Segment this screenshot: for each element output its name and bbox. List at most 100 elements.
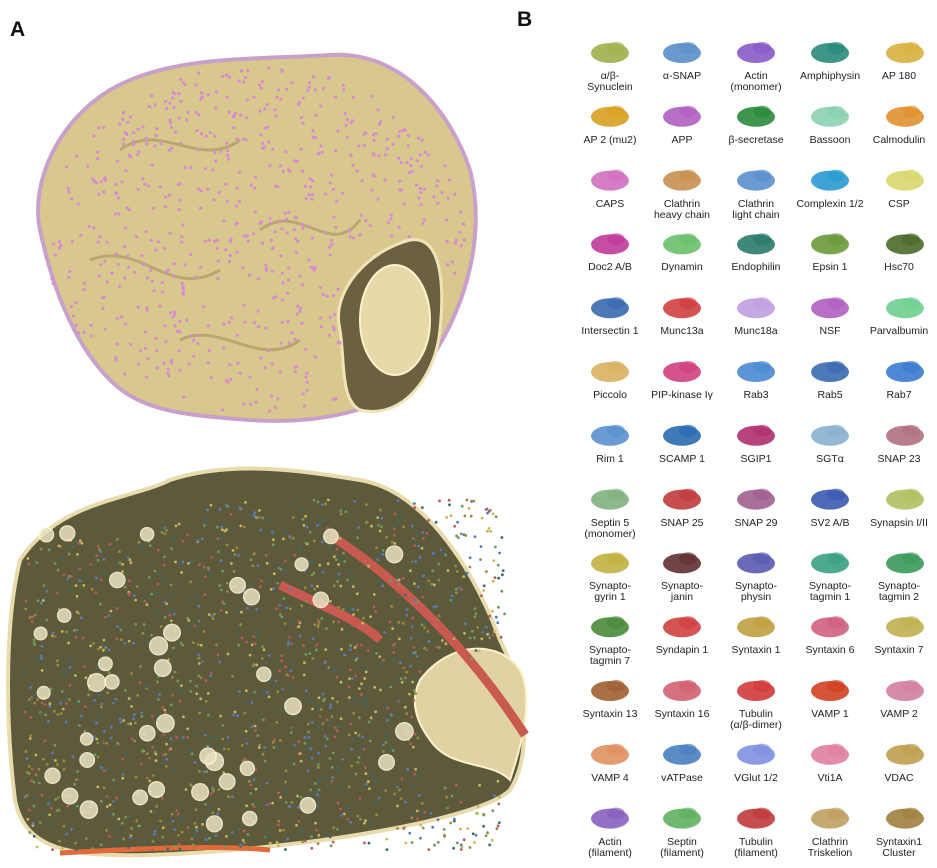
- cytosol-protein: [96, 755, 100, 759]
- surface-protein: [144, 375, 148, 379]
- vesicle: [86, 672, 107, 693]
- protein-label: Vti1A: [817, 771, 843, 784]
- surface-protein: [224, 379, 228, 383]
- cytosol-protein: [317, 696, 321, 700]
- surface-protein: [179, 141, 183, 145]
- cytosol-protein: [330, 779, 334, 783]
- surface-protein: [308, 177, 312, 181]
- cytosol-protein: [148, 779, 152, 783]
- cytosol-protein: [197, 674, 201, 678]
- cytosol-protein: [268, 802, 272, 806]
- surface-protein: [254, 400, 258, 404]
- cytosol-protein: [272, 572, 276, 576]
- cytosol-protein: [169, 608, 173, 612]
- surface-protein: [453, 192, 457, 196]
- cytosol-protein: [334, 558, 338, 562]
- cytosol-protein: [121, 773, 125, 776]
- cytosol-protein: [229, 554, 233, 557]
- cytosol-protein: [165, 529, 168, 532]
- cytosol-protein: [411, 616, 414, 620]
- cytosol-protein: [278, 604, 282, 607]
- cytosol-protein: [411, 814, 415, 817]
- surface-protein: [319, 144, 323, 148]
- cytosol-protein: [249, 558, 253, 561]
- cytosol-protein: [267, 695, 271, 699]
- protein-structure: [607, 616, 625, 629]
- cytosol-protein: [379, 553, 383, 556]
- cytosol-protein: [77, 611, 80, 615]
- protein-structure: [827, 169, 845, 182]
- cytosol-protein: [58, 839, 61, 843]
- surface-protein: [212, 198, 216, 202]
- surface-protein: [280, 227, 284, 231]
- surface-protein: [304, 375, 308, 379]
- protein-structure: [679, 680, 697, 692]
- cytosol-protein: [391, 749, 395, 752]
- cytosol-protein: [474, 612, 478, 616]
- cytosol-protein: [262, 694, 266, 698]
- vesicle: [97, 656, 113, 672]
- cytosol-protein: [169, 619, 173, 623]
- cytosol-protein: [62, 768, 66, 771]
- cytosol-protein: [100, 799, 103, 803]
- surface-protein: [144, 230, 148, 234]
- cytosol-protein: [27, 562, 31, 566]
- surface-protein: [273, 108, 277, 112]
- cytosol-protein: [163, 615, 167, 619]
- cytosol-protein: [96, 558, 100, 562]
- surface-protein: [114, 252, 118, 256]
- cytosol-protein: [62, 670, 65, 674]
- cytosol-protein: [61, 707, 65, 711]
- surface-protein: [164, 195, 168, 199]
- cytosol-protein: [360, 693, 363, 697]
- surface-protein: [149, 238, 153, 242]
- surface-protein: [180, 281, 184, 285]
- surface-protein: [164, 270, 169, 274]
- cytosol-protein: [150, 633, 153, 637]
- cytosol-protein: [410, 816, 414, 820]
- cytosol-protein: [40, 793, 44, 797]
- cytosol-protein: [381, 662, 385, 666]
- cytosol-protein: [348, 677, 351, 680]
- cytosol-protein: [432, 605, 436, 609]
- cytosol-protein: [403, 705, 407, 709]
- cytosol-protein: [397, 620, 401, 624]
- cytosol-protein: [337, 766, 340, 769]
- surface-protein: [228, 363, 232, 367]
- cytosol-protein: [359, 817, 362, 821]
- cytosol-protein: [78, 539, 82, 543]
- surface-protein: [351, 95, 355, 100]
- cytosol-protein: [164, 752, 168, 756]
- cytosol-protein: [316, 584, 319, 588]
- cytosol-protein: [229, 802, 233, 806]
- cytosol-protein: [356, 608, 360, 612]
- cytosol-protein: [59, 702, 63, 705]
- cytosol-protein: [463, 514, 467, 518]
- surface-protein: [172, 310, 177, 314]
- cytosol-protein: [116, 836, 120, 839]
- cytosol-protein: [396, 827, 400, 830]
- surface-protein: [215, 246, 219, 251]
- cytosol-protein: [32, 796, 35, 800]
- cytosol-protein: [257, 746, 261, 749]
- surface-protein: [249, 402, 253, 406]
- cytosol-protein: [124, 815, 127, 819]
- cytosol-protein: [495, 827, 499, 831]
- cytosol-protein: [363, 627, 367, 631]
- cytosol-protein: [43, 703, 47, 706]
- cytosol-protein: [115, 796, 118, 800]
- surface-protein: [331, 397, 335, 401]
- cytosol-protein: [380, 525, 383, 528]
- cytosol-protein: [107, 614, 111, 617]
- surface-protein: [252, 232, 256, 236]
- cytosol-protein: [239, 524, 243, 528]
- surface-protein: [270, 362, 274, 366]
- surface-protein: [244, 75, 248, 80]
- surface-protein: [321, 86, 326, 90]
- cytosol-protein: [259, 528, 263, 532]
- cytosol-protein: [411, 651, 415, 655]
- cytosol-protein: [271, 533, 275, 536]
- cytosol-protein: [148, 544, 152, 547]
- surface-protein: [132, 143, 136, 147]
- surface-protein: [124, 169, 128, 173]
